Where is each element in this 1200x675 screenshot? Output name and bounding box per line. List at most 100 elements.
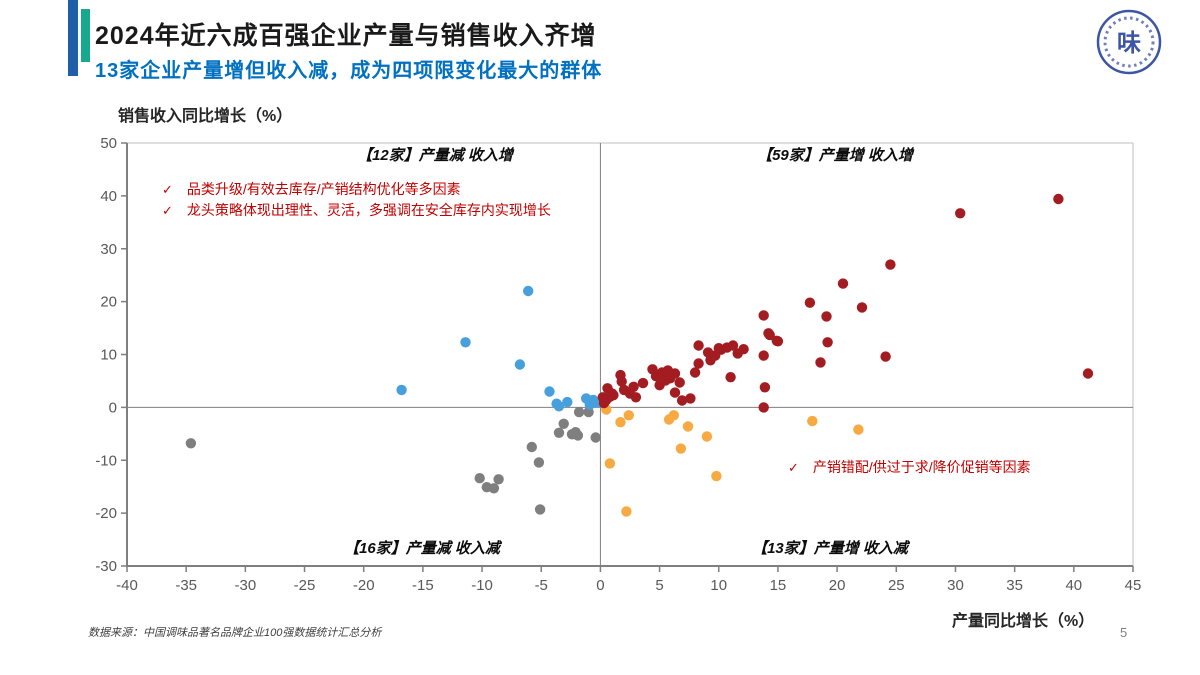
annotation-line: ✓ 龙头策略体现出理性、灵活，多强调在安全库存内实现增长 bbox=[162, 200, 551, 221]
data-point bbox=[885, 259, 896, 270]
data-point bbox=[682, 421, 694, 432]
data-point bbox=[689, 367, 701, 378]
data-point bbox=[553, 401, 565, 412]
x-tick-label: 15 bbox=[770, 577, 787, 594]
data-point bbox=[514, 359, 526, 370]
x-tick-label: -20 bbox=[353, 577, 375, 594]
quadrant-label-top-left: 【12家】产量减 收入增 bbox=[357, 147, 513, 164]
data-point bbox=[807, 415, 818, 427]
y-axis-title: 销售收入同比增长（%） bbox=[118, 108, 293, 125]
page-subtitle: 13家企业产量增但收入减，成为四项限变化最大的群体 bbox=[95, 60, 603, 82]
x-axis-title: 产量同比增长（%） bbox=[952, 613, 1095, 630]
x-tick-label: -5 bbox=[535, 577, 548, 594]
accent-bar-teal bbox=[81, 9, 90, 62]
data-point bbox=[815, 357, 826, 368]
x-tick-label: 35 bbox=[1006, 577, 1023, 594]
data-point bbox=[758, 310, 769, 321]
data-point bbox=[630, 392, 642, 403]
data-point bbox=[758, 350, 769, 361]
data-source-note: 数据来源：中国调味品著名品牌企业100强数据统计汇总分析 bbox=[88, 627, 382, 639]
quadrant-label-top-right: 【59家】产量增 收入增 bbox=[757, 147, 913, 164]
data-point bbox=[705, 355, 716, 366]
data-point bbox=[725, 372, 736, 383]
data-point bbox=[493, 474, 504, 485]
x-tick-label: -35 bbox=[175, 577, 197, 594]
x-tick-label: 40 bbox=[1065, 577, 1082, 594]
data-point bbox=[628, 381, 639, 392]
data-point bbox=[669, 387, 681, 398]
y-tick-label: 40 bbox=[100, 188, 117, 205]
data-point bbox=[676, 395, 688, 406]
data-point bbox=[715, 344, 727, 355]
data-point bbox=[523, 285, 534, 297]
data-point bbox=[804, 297, 816, 308]
data-point bbox=[488, 483, 500, 494]
data-point bbox=[837, 278, 849, 289]
annotation-list-top-left: ✓ 品类升级/有效去库存/产销结构优化等多因素 ✓ 龙头策略体现出理性、灵活，多… bbox=[162, 179, 551, 221]
data-point bbox=[396, 384, 407, 396]
annotation-line: ✓ 产销错配/供过于求/降价促销等因素 bbox=[788, 457, 1031, 478]
quadrant-label-bottom-left: 【16家】产量减 收入减 bbox=[344, 540, 500, 557]
x-tick-label: 20 bbox=[829, 577, 846, 594]
data-point bbox=[553, 427, 565, 438]
y-tick-label: 0 bbox=[109, 399, 117, 416]
data-point bbox=[623, 410, 634, 421]
y-tick-label: 30 bbox=[100, 241, 117, 258]
page-title: 2024年近六成百强企业产量与销售收入齐增 bbox=[95, 22, 597, 50]
y-tick-label: -10 bbox=[95, 452, 117, 469]
data-point bbox=[604, 458, 616, 469]
x-tick-label: 0 bbox=[596, 577, 604, 594]
scatter-chart: -40 -35 -30 -25 -20 -15 -10 -5 0 5 10 15 20 25 30 35 40 4… bbox=[95, 135, 1141, 594]
data-point bbox=[570, 427, 581, 438]
x-tick-label: 25 bbox=[888, 577, 905, 594]
data-point bbox=[558, 418, 569, 429]
data-point bbox=[185, 438, 197, 449]
data-point bbox=[616, 376, 627, 387]
data-point bbox=[604, 391, 616, 402]
data-point bbox=[618, 384, 630, 396]
y-tick-label: 50 bbox=[100, 135, 117, 152]
data-point bbox=[1082, 368, 1094, 379]
data-point bbox=[650, 371, 662, 382]
data-point bbox=[474, 473, 485, 484]
data-point bbox=[668, 410, 679, 421]
annotation-text: 龙头策略体现出理性、灵活，多强调在安全库存内实现增长 bbox=[186, 202, 551, 218]
quadrant-label-bottom-right: 【13家】产量增 收入减 bbox=[752, 540, 908, 557]
x-tick-label: 5 bbox=[655, 577, 663, 594]
accent-bar-blue bbox=[68, 0, 78, 76]
data-point bbox=[738, 344, 749, 355]
data-point bbox=[711, 470, 722, 482]
data-point bbox=[460, 337, 471, 348]
data-point bbox=[693, 340, 704, 351]
data-point bbox=[702, 347, 714, 358]
data-point bbox=[853, 424, 864, 435]
data-point bbox=[615, 417, 626, 428]
y-tick-label: -20 bbox=[95, 505, 117, 522]
x-tick-label: -10 bbox=[471, 577, 493, 594]
data-point bbox=[880, 351, 891, 362]
y-tick-label: 20 bbox=[100, 294, 117, 311]
data-point bbox=[955, 208, 966, 219]
data-point bbox=[526, 441, 537, 453]
condiment-association-seal-icon: 味 bbox=[1095, 8, 1163, 76]
checkmark-icon: ✓ bbox=[162, 203, 173, 218]
data-point bbox=[727, 340, 739, 351]
x-tick-label: -40 bbox=[116, 577, 138, 594]
data-point bbox=[701, 431, 713, 442]
checkmark-icon: ✓ bbox=[788, 460, 799, 475]
data-point bbox=[759, 382, 771, 393]
data-point bbox=[772, 336, 784, 347]
data-point bbox=[675, 443, 687, 454]
x-tick-label: -30 bbox=[235, 577, 257, 594]
x-tick-label: -25 bbox=[294, 577, 316, 594]
data-point bbox=[562, 396, 573, 408]
annotation-line: ✓ 品类升级/有效去库存/产销结构优化等多因素 bbox=[162, 179, 551, 200]
page-number: 5 bbox=[1120, 625, 1128, 640]
y-tick-label: 10 bbox=[100, 347, 117, 364]
data-point bbox=[758, 402, 769, 413]
data-point bbox=[533, 457, 545, 468]
data-point bbox=[822, 337, 833, 348]
x-tick-label: -15 bbox=[412, 577, 434, 594]
data-point bbox=[665, 373, 676, 384]
